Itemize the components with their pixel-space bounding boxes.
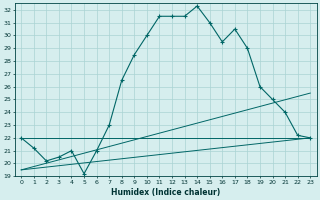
X-axis label: Humidex (Indice chaleur): Humidex (Indice chaleur) bbox=[111, 188, 220, 197]
